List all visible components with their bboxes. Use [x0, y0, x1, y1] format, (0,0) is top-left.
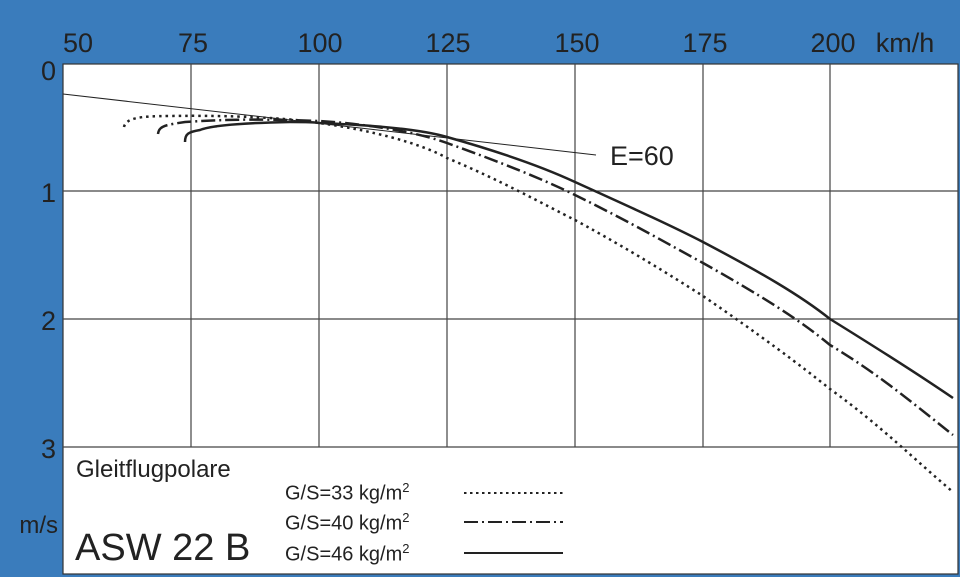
- legend-label-46: G/S=46 kg/m2: [285, 541, 410, 566]
- series-46-solid: [183, 120, 954, 400]
- legend-samples: [464, 492, 563, 554]
- series-40-dashdot: [156, 118, 954, 436]
- y-tick-1: 1: [40, 178, 56, 208]
- y-tick-3: 3: [40, 434, 56, 464]
- x-tick-150: 150: [554, 28, 600, 58]
- legend-label-40: G/S=40 kg/m2: [285, 510, 410, 535]
- x-tick-200: 200: [810, 28, 856, 58]
- e60-annotation: E=60: [610, 141, 674, 171]
- x-tick-175: 175: [682, 28, 728, 58]
- grid: [63, 64, 958, 448]
- x-unit: km/h: [875, 28, 935, 58]
- x-tick-75: 75: [177, 28, 209, 58]
- chart-title: Gleitflugpolare: [76, 456, 231, 483]
- legend-label-33: G/S=33 kg/m2: [285, 480, 410, 505]
- y-tick-2: 2: [40, 306, 56, 336]
- x-tick-100: 100: [297, 28, 343, 58]
- y-unit: m/s: [19, 512, 58, 539]
- x-tick-50: 50: [62, 28, 94, 58]
- model-name: ASW 22 B: [75, 527, 251, 569]
- x-tick-125: 125: [425, 28, 471, 58]
- y-tick-0: 0: [40, 56, 56, 86]
